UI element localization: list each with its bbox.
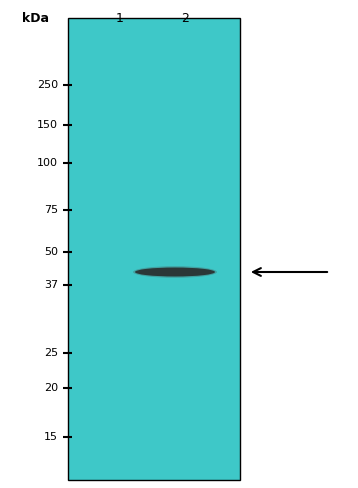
- Bar: [68, 18, 240, 480]
- Text: 25: 25: [44, 348, 58, 358]
- Ellipse shape: [133, 266, 217, 278]
- Text: 250: 250: [37, 80, 58, 90]
- Text: 150: 150: [37, 120, 58, 130]
- Text: 75: 75: [44, 205, 58, 215]
- Text: 100: 100: [37, 158, 58, 168]
- Text: 50: 50: [44, 247, 58, 257]
- Text: 37: 37: [44, 280, 58, 290]
- Text: 2: 2: [181, 12, 189, 25]
- Text: 1: 1: [116, 12, 124, 25]
- Ellipse shape: [135, 267, 215, 277]
- Text: kDa: kDa: [22, 12, 49, 25]
- Text: 15: 15: [44, 432, 58, 442]
- Text: 20: 20: [44, 383, 58, 393]
